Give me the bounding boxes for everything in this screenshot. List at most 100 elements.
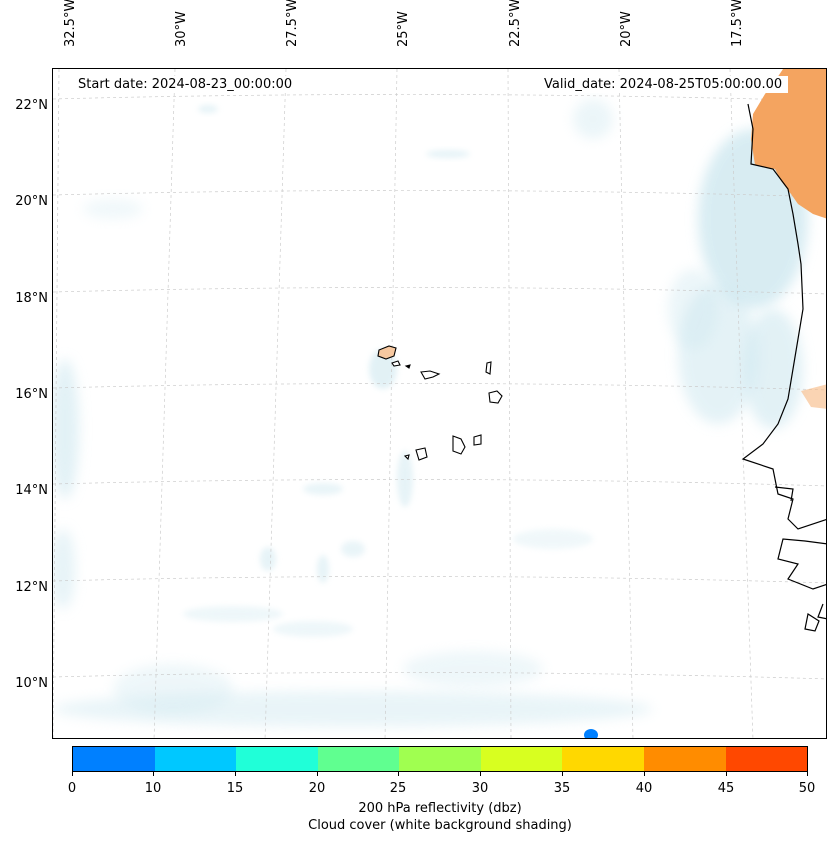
start-date-label: Start date: 2024-08-23_00:00:00 xyxy=(72,76,299,93)
meridian-line xyxy=(264,69,287,738)
colorbar-tickmark xyxy=(317,772,318,776)
parallel-line xyxy=(53,576,826,584)
colorbar-segment-15-20 xyxy=(236,747,318,771)
meridian-line xyxy=(507,69,512,738)
colorbar-tick-label: 15 xyxy=(226,781,244,796)
colorbar-tick-label: 35 xyxy=(553,781,571,796)
coast-islands-guinea xyxy=(804,603,826,632)
lon-label-25w: 25°W xyxy=(396,11,411,47)
lat-label-14n: 14°N xyxy=(15,483,48,498)
lon-label-27-5w: 27.5°W xyxy=(285,0,300,47)
colorbar-segment-40-45 xyxy=(643,747,726,771)
colorbar-tick-label: 25 xyxy=(389,781,407,796)
graticule xyxy=(53,69,826,738)
lat-label-12n: 12°N xyxy=(15,580,48,595)
lat-label-16n: 16°N xyxy=(15,387,48,402)
island-sal xyxy=(485,361,492,375)
parallel-line xyxy=(53,479,826,487)
parallel-line xyxy=(53,383,826,391)
cloud-patch xyxy=(260,547,276,571)
colorbar-tickmark xyxy=(644,772,645,776)
colorbar-title: 200 hPa reflectivity (dbz) xyxy=(358,801,522,816)
colorbar-tick-label: 10 xyxy=(144,781,162,796)
cloud-patch xyxy=(83,199,143,219)
colorbar-tickmark xyxy=(72,772,73,776)
lat-label-20n: 20°N xyxy=(15,194,48,209)
meridian-line xyxy=(384,69,398,738)
colorbar-tick-label: 50 xyxy=(798,781,816,796)
colorbar-tickmark xyxy=(726,772,727,776)
cape-verde-islands xyxy=(377,345,503,461)
parallel-line xyxy=(53,287,826,295)
colorbar-segment-25-30 xyxy=(399,747,481,771)
island-fogo xyxy=(415,447,428,461)
cloud-patch xyxy=(317,555,329,583)
lat-label-18n: 18°N xyxy=(15,291,48,306)
cloud-patch xyxy=(426,150,470,158)
map-panel[interactable] xyxy=(52,68,827,739)
colorbar-segment-30-35 xyxy=(480,747,563,771)
colorbar-tickmark xyxy=(153,772,154,776)
cloud-patch xyxy=(668,269,718,349)
colorbar-tick-label: 30 xyxy=(471,781,489,796)
cloud-patch xyxy=(303,483,343,495)
colorbar-tickmark xyxy=(480,772,481,776)
meridian-line xyxy=(153,69,176,738)
cloud-patch xyxy=(341,541,365,557)
colorbar-tickmark xyxy=(562,772,563,776)
lon-label-32-5w: 32.5°W xyxy=(63,0,78,47)
coast-detail-senegal xyxy=(774,486,794,502)
cloud-patch xyxy=(743,309,803,429)
reflectivity-blob xyxy=(584,729,598,738)
lon-label-22-5w: 22.5°W xyxy=(508,0,523,47)
cloud-patch xyxy=(183,606,283,622)
colorbar-tickmark xyxy=(807,772,808,776)
cloud-patch xyxy=(573,99,613,139)
colorbar-segment-10-15 xyxy=(154,747,237,771)
reflectivity-area xyxy=(751,69,826,219)
lon-label-30w: 30°W xyxy=(174,11,189,47)
colorbar-tick-label: 40 xyxy=(635,781,653,796)
map-canvas xyxy=(53,69,826,738)
island-santiago xyxy=(452,435,466,455)
colorbar xyxy=(72,746,808,772)
parallel-line xyxy=(53,94,826,102)
meridian-line xyxy=(53,69,60,738)
cloud-cover-shading xyxy=(53,99,808,727)
colorbar-tick-label: 0 xyxy=(67,781,77,796)
cloud-patch xyxy=(53,359,79,499)
meridian-line xyxy=(729,69,754,738)
cloud-patch xyxy=(403,651,543,687)
island-santo-antao xyxy=(377,345,397,360)
lon-label-17-5w: 17.5°W xyxy=(730,0,745,47)
colorbar-segment-35-40 xyxy=(562,747,644,771)
colorbar-tickmark xyxy=(235,772,236,776)
cloud-patch xyxy=(113,664,233,714)
cloud-patch xyxy=(397,451,413,507)
coastline xyxy=(741,103,826,632)
colorbar-segment-0-10 xyxy=(73,747,155,771)
colorbar-tick-label: 20 xyxy=(308,781,326,796)
africa-west-coast xyxy=(741,103,826,530)
colorbar-tick-label: 45 xyxy=(717,781,735,796)
island-boa-vista xyxy=(488,390,503,404)
lat-label-22n: 22°N xyxy=(15,98,48,113)
island-brava xyxy=(403,454,410,461)
lon-label-20w: 20°W xyxy=(619,11,634,47)
colorbar-tickmark xyxy=(398,772,399,776)
cloud-patch xyxy=(198,105,218,113)
cloud-patch xyxy=(369,349,397,389)
cloud-patch xyxy=(273,621,353,637)
reflectivity-area xyxy=(801,384,826,409)
cloud-patch xyxy=(53,529,75,609)
cloud-patch xyxy=(513,529,593,549)
island-sao-vicente xyxy=(391,360,401,367)
colorbar-segment-20-25 xyxy=(317,747,400,771)
parallel-line xyxy=(53,672,826,680)
africa-coast-south xyxy=(777,538,826,590)
island-santa-luzia xyxy=(404,364,411,369)
colorbar-segment-45-50 xyxy=(725,747,808,771)
colorbar-subtitle: Cloud cover (white background shading) xyxy=(308,818,572,833)
lat-label-10n: 10°N xyxy=(15,676,48,691)
valid-date-label: Valid_date: 2024-08-25T05:00:00.00 xyxy=(538,76,789,93)
